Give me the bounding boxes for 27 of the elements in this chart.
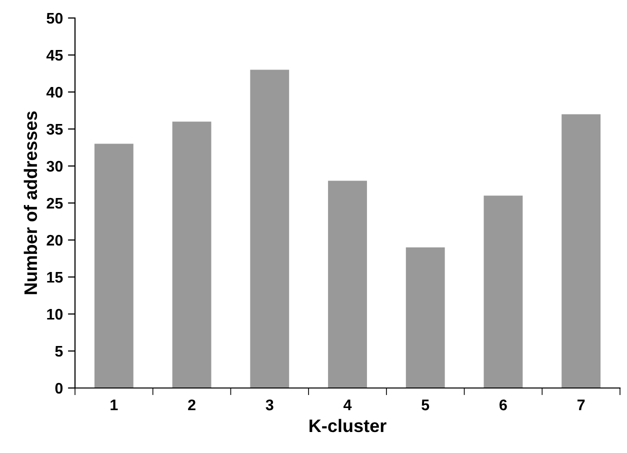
x-tick-label: 4: [343, 400, 352, 410]
x-tick-label: 6: [500, 400, 507, 410]
bar: [172, 122, 212, 388]
y-tick-label: 50: [46, 12, 63, 24]
x-axis-title: K-cluster: [310, 418, 386, 432]
y-tick-label: 5: [55, 346, 63, 357]
bar: [562, 114, 601, 388]
y-tick-label: 15: [47, 272, 63, 283]
bar: [484, 196, 523, 388]
x-tick-label: 2: [188, 400, 196, 410]
bar: [406, 247, 445, 388]
x-tick-label: 7: [577, 400, 585, 410]
y-tick-label: 40: [46, 86, 63, 98]
bar: [328, 180, 367, 388]
y-tick-label: 30: [46, 160, 63, 172]
y-tick-label: 45: [46, 50, 63, 61]
y-tick-label: 25: [46, 198, 63, 209]
x-tick-label: 5: [422, 400, 430, 410]
bar: [250, 70, 290, 388]
x-tick-label: 3: [266, 400, 274, 410]
x-tick-label: 1: [110, 400, 118, 410]
y-tick-label: 20: [46, 234, 63, 246]
y-tick-label: 35: [46, 124, 63, 135]
y-tick-label: 0: [55, 382, 63, 394]
bar: [94, 144, 134, 388]
y-axis-title: Number of addresses: [24, 111, 38, 294]
y-tick-label: 10: [47, 308, 63, 320]
